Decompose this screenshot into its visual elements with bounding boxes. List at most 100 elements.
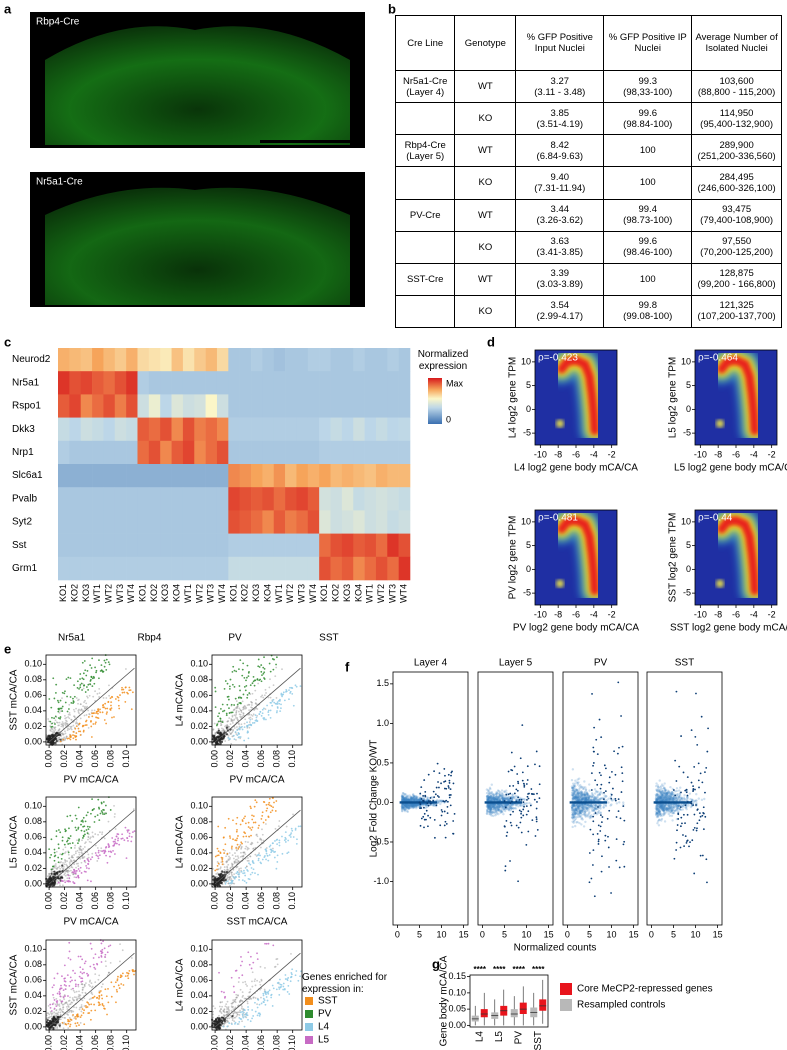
scatter-point bbox=[83, 859, 86, 862]
scatter-point bbox=[81, 972, 84, 975]
scatter-point bbox=[71, 1010, 73, 1012]
heatmap-cell bbox=[92, 533, 104, 558]
scatter-point bbox=[216, 864, 219, 867]
scatter-point bbox=[80, 1010, 83, 1013]
scatter-point bbox=[251, 818, 254, 821]
scatter-point bbox=[283, 987, 286, 990]
scatter-point bbox=[72, 881, 75, 883]
ma-outlier bbox=[449, 788, 452, 791]
scatter-point bbox=[234, 731, 237, 733]
scatter-point bbox=[287, 984, 290, 987]
heatmap-cell bbox=[375, 417, 388, 442]
scatter-point bbox=[228, 685, 231, 688]
scatter-point bbox=[274, 850, 277, 853]
heatmap-cell bbox=[216, 394, 229, 418]
scatter-point bbox=[254, 872, 256, 874]
scatter-point bbox=[114, 981, 117, 984]
scatter-point bbox=[267, 992, 270, 995]
scatter-point bbox=[246, 1000, 249, 1003]
scatter-point bbox=[105, 668, 108, 671]
scatter-point bbox=[239, 844, 242, 847]
ma-outlier bbox=[453, 812, 456, 815]
scatter-point bbox=[115, 1001, 117, 1004]
scatter-point bbox=[110, 981, 113, 984]
scatter-point bbox=[61, 839, 64, 842]
x-tick-label: 0.10 bbox=[121, 750, 131, 768]
heatmap-cell bbox=[194, 417, 206, 442]
scatter-point bbox=[249, 843, 252, 846]
scatter-point bbox=[57, 843, 60, 846]
ma-point bbox=[412, 799, 416, 802]
scatter-point bbox=[110, 701, 113, 704]
heatmap-cell bbox=[353, 487, 365, 511]
scatter-point bbox=[97, 806, 100, 809]
scatter-point bbox=[53, 855, 56, 858]
scatter-point bbox=[52, 994, 54, 996]
y-tick-label: 0.06 bbox=[24, 975, 42, 985]
heatmap-cell bbox=[114, 487, 127, 511]
x-tick-label: 0.04 bbox=[75, 750, 85, 768]
column-label: KO2 bbox=[69, 584, 79, 602]
scatter-point bbox=[105, 658, 108, 661]
scatter-point bbox=[101, 704, 104, 707]
heatmap-cell bbox=[353, 464, 365, 488]
heatmap-cell bbox=[330, 394, 343, 418]
scatter-point bbox=[133, 970, 136, 973]
heatmap-cell bbox=[387, 533, 399, 558]
scatter-point bbox=[241, 991, 244, 994]
scatter-point bbox=[117, 699, 120, 702]
scatter-point bbox=[257, 665, 260, 668]
scatter-point bbox=[62, 861, 64, 864]
scatter-point bbox=[132, 808, 135, 811]
ma-outlier bbox=[420, 786, 423, 788]
scatter-point bbox=[232, 838, 234, 841]
scatter-point bbox=[235, 713, 238, 716]
scatter-point bbox=[282, 691, 285, 694]
scatter-point bbox=[267, 803, 270, 806]
scatter-point bbox=[252, 821, 255, 824]
scatter-point bbox=[217, 854, 220, 857]
scatter-point bbox=[58, 728, 61, 730]
scatter-point bbox=[73, 1006, 75, 1009]
scatter-point bbox=[113, 816, 116, 818]
ma-outlier bbox=[443, 800, 446, 803]
scatter-point bbox=[290, 827, 293, 830]
heatmap-cell bbox=[239, 556, 252, 581]
scatter-point bbox=[78, 975, 81, 978]
heatmap-cell bbox=[114, 417, 127, 442]
scatter-point bbox=[252, 862, 255, 865]
scatter-point bbox=[100, 985, 103, 988]
scatter-point bbox=[92, 723, 95, 725]
scatter-point bbox=[92, 675, 95, 678]
plot-frame bbox=[45, 796, 137, 888]
scatter-point bbox=[239, 1009, 241, 1012]
scatter-point bbox=[103, 947, 106, 950]
scatter-point bbox=[74, 985, 77, 988]
scatter-point bbox=[59, 707, 62, 710]
scatter-point bbox=[77, 806, 80, 809]
scatter-point bbox=[257, 859, 260, 862]
scatter-point bbox=[221, 863, 224, 866]
scatter-point bbox=[93, 821, 96, 823]
scatter-point bbox=[101, 831, 104, 834]
scatter-point bbox=[235, 876, 237, 878]
scatter-point bbox=[268, 686, 271, 689]
scatter-point bbox=[65, 735, 68, 738]
scatter-point bbox=[57, 729, 60, 732]
scatter-point bbox=[92, 963, 95, 966]
scatter-point bbox=[241, 974, 244, 977]
heatmap-cell bbox=[182, 394, 195, 418]
scatter-point bbox=[215, 883, 218, 887]
scatter-point bbox=[278, 844, 281, 847]
scatter-point bbox=[61, 723, 64, 726]
scatter-point bbox=[220, 1016, 223, 1019]
scatter-point bbox=[70, 718, 73, 721]
x-tick-label: 0.10 bbox=[287, 1035, 297, 1050]
scatter-point bbox=[73, 859, 75, 862]
scatter-point bbox=[256, 835, 259, 838]
scatter-point bbox=[259, 854, 261, 857]
scatter-point bbox=[263, 656, 265, 659]
scatter-point bbox=[263, 856, 266, 859]
scatter-point bbox=[269, 670, 272, 673]
ma-outlier bbox=[444, 820, 447, 823]
